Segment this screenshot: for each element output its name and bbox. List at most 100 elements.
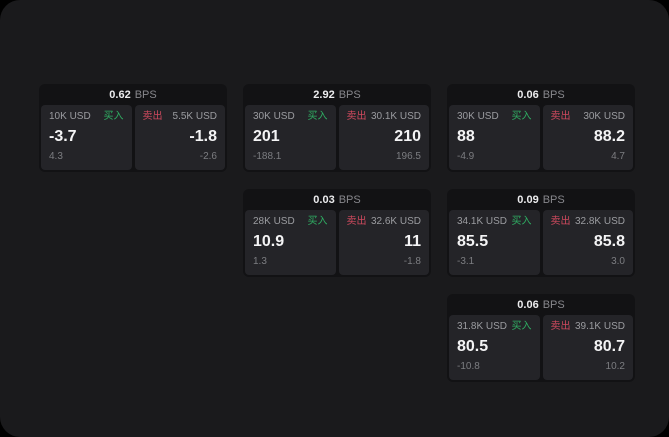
sell-side-label: 卖出 xyxy=(346,111,367,122)
sell-price-value: 80.7 xyxy=(593,338,625,355)
buy-change-value: 1.3 xyxy=(253,256,267,267)
buy-amount-label: 10K USD xyxy=(49,111,91,122)
buy-change-value: -188.1 xyxy=(253,151,282,162)
quote-card-6: 0.06 BPS 31.8K USD 买入 80.5 -10.8 卖出 39.1… xyxy=(447,294,635,382)
card-header: 0.09 BPS xyxy=(447,189,635,210)
sell-change-value: 4.7 xyxy=(611,151,625,162)
buy-change-value: -4.9 xyxy=(457,151,475,162)
bps-unit-label: BPS xyxy=(542,193,565,206)
buy-label-row: 28K USD 买入 xyxy=(253,216,328,228)
card-body: 31.8K USD 买入 80.5 -10.8 卖出 39.1K USD 80.… xyxy=(447,315,635,382)
bps-unit-label: BPS xyxy=(134,88,157,101)
quote-card-4: 0.03 BPS 28K USD 买入 10.9 1.3 卖出 32.6K US… xyxy=(243,189,431,277)
buy-amount-label: 28K USD xyxy=(253,216,295,227)
buy-side-label: 买入 xyxy=(511,111,532,122)
card-body: 28K USD 买入 10.9 1.3 卖出 32.6K USD 11 -1.8 xyxy=(243,210,431,277)
buy-label-row: 10K USD 买入 xyxy=(49,111,124,123)
buy-label-row: 31.8K USD 买入 xyxy=(457,321,532,333)
bps-unit-label: BPS xyxy=(542,298,565,311)
card-header: 0.03 BPS xyxy=(243,189,431,210)
buy-panel[interactable]: 10K USD 买入 -3.7 4.3 xyxy=(41,105,132,170)
buy-panel[interactable]: 30K USD 买入 201 -188.1 xyxy=(245,105,336,170)
sell-change-value: -2.6 xyxy=(199,151,217,162)
sell-amount-label: 5.5K USD xyxy=(172,111,217,122)
buy-panel[interactable]: 30K USD 买入 88 -4.9 xyxy=(449,105,540,170)
buy-price-value: 10.9 xyxy=(253,233,285,250)
quote-card-2: 2.92 BPS 30K USD 买入 201 -188.1 卖出 30.1K … xyxy=(243,84,431,172)
buy-price-value: -3.7 xyxy=(49,128,77,145)
sell-side-label: 卖出 xyxy=(550,216,571,227)
buy-panel[interactable]: 28K USD 买入 10.9 1.3 xyxy=(245,210,336,275)
buy-label-row: 34.1K USD 买入 xyxy=(457,216,532,228)
bps-value: 0.06 xyxy=(517,298,539,311)
sell-price-value: -1.8 xyxy=(189,128,217,145)
quote-card-1: 0.62 BPS 10K USD 买入 -3.7 4.3 卖出 5.5K USD… xyxy=(39,84,227,172)
bps-unit-label: BPS xyxy=(542,88,565,101)
card-body: 10K USD 买入 -3.7 4.3 卖出 5.5K USD -1.8 -2.… xyxy=(39,105,227,172)
buy-change-value: -10.8 xyxy=(457,361,480,372)
card-body: 30K USD 买入 88 -4.9 卖出 30K USD 88.2 4.7 xyxy=(447,105,635,172)
bps-value: 2.92 xyxy=(313,88,335,101)
quote-card-3: 0.06 BPS 30K USD 买入 88 -4.9 卖出 30K USD 8… xyxy=(447,84,635,172)
sell-side-label: 卖出 xyxy=(346,216,367,227)
sell-panel[interactable]: 卖出 39.1K USD 80.7 10.2 xyxy=(542,315,633,380)
sell-amount-label: 30.1K USD xyxy=(370,111,421,122)
sell-panel[interactable]: 卖出 32.8K USD 85.8 3.0 xyxy=(542,210,633,275)
bps-unit-label: BPS xyxy=(338,88,361,101)
sell-label-row: 卖出 32.6K USD xyxy=(347,216,422,228)
sell-panel[interactable]: 卖出 30K USD 88.2 4.7 xyxy=(542,105,633,170)
sell-change-value: 3.0 xyxy=(611,256,625,267)
buy-amount-label: 30K USD xyxy=(253,111,295,122)
buy-price-value: 201 xyxy=(253,128,280,145)
buy-amount-label: 34.1K USD xyxy=(457,216,508,227)
card-body: 34.1K USD 买入 85.5 -3.1 卖出 32.8K USD 85.8… xyxy=(447,210,635,277)
sell-label-row: 卖出 5.5K USD xyxy=(143,111,218,123)
buy-label-row: 30K USD 买入 xyxy=(253,111,328,123)
sell-panel[interactable]: 卖出 5.5K USD -1.8 -2.6 xyxy=(134,105,225,170)
card-body: 30K USD 买入 201 -188.1 卖出 30.1K USD 210 1… xyxy=(243,105,431,172)
sell-price-value: 210 xyxy=(394,128,421,145)
buy-amount-label: 31.8K USD xyxy=(457,321,508,332)
sell-label-row: 卖出 30.1K USD xyxy=(347,111,422,123)
buy-amount-label: 30K USD xyxy=(457,111,499,122)
bps-value: 0.09 xyxy=(517,193,539,206)
sell-price-value: 11 xyxy=(404,233,421,250)
sell-panel[interactable]: 卖出 30.1K USD 210 196.5 xyxy=(338,105,429,170)
buy-price-value: 85.5 xyxy=(457,233,489,250)
card-header: 0.06 BPS xyxy=(447,294,635,315)
sell-label-row: 卖出 32.8K USD xyxy=(551,216,626,228)
card-header: 2.92 BPS xyxy=(243,84,431,105)
sell-change-value: -1.8 xyxy=(403,256,421,267)
buy-price-value: 80.5 xyxy=(457,338,489,355)
sell-amount-label: 32.8K USD xyxy=(574,216,625,227)
sell-price-value: 85.8 xyxy=(593,233,625,250)
buy-panel[interactable]: 34.1K USD 买入 85.5 -3.1 xyxy=(449,210,540,275)
buy-side-label: 买入 xyxy=(103,111,124,122)
sell-price-value: 88.2 xyxy=(593,128,625,145)
bps-unit-label: BPS xyxy=(338,193,361,206)
card-header: 0.06 BPS xyxy=(447,84,635,105)
buy-change-value: -3.1 xyxy=(457,256,475,267)
bps-value: 0.62 xyxy=(109,88,131,101)
buy-side-label: 买入 xyxy=(511,216,532,227)
buy-label-row: 30K USD 买入 xyxy=(457,111,532,123)
sell-change-value: 10.2 xyxy=(605,361,625,372)
buy-side-label: 买入 xyxy=(307,111,328,122)
sell-amount-label: 39.1K USD xyxy=(574,321,625,332)
buy-side-label: 买入 xyxy=(511,321,532,332)
buy-side-label: 买入 xyxy=(307,216,328,227)
sell-label-row: 卖出 39.1K USD xyxy=(551,321,626,333)
buy-change-value: 4.3 xyxy=(49,151,63,162)
buy-panel[interactable]: 31.8K USD 买入 80.5 -10.8 xyxy=(449,315,540,380)
bps-value: 0.03 xyxy=(313,193,335,206)
quote-card-5: 0.09 BPS 34.1K USD 买入 85.5 -3.1 卖出 32.8K… xyxy=(447,189,635,277)
card-header: 0.62 BPS xyxy=(39,84,227,105)
sell-change-value: 196.5 xyxy=(395,151,421,162)
sell-label-row: 卖出 30K USD xyxy=(551,111,626,123)
sell-side-label: 卖出 xyxy=(550,111,571,122)
bps-value: 0.06 xyxy=(517,88,539,101)
sell-panel[interactable]: 卖出 32.6K USD 11 -1.8 xyxy=(338,210,429,275)
sell-side-label: 卖出 xyxy=(142,111,163,122)
sell-amount-label: 30K USD xyxy=(583,111,625,122)
